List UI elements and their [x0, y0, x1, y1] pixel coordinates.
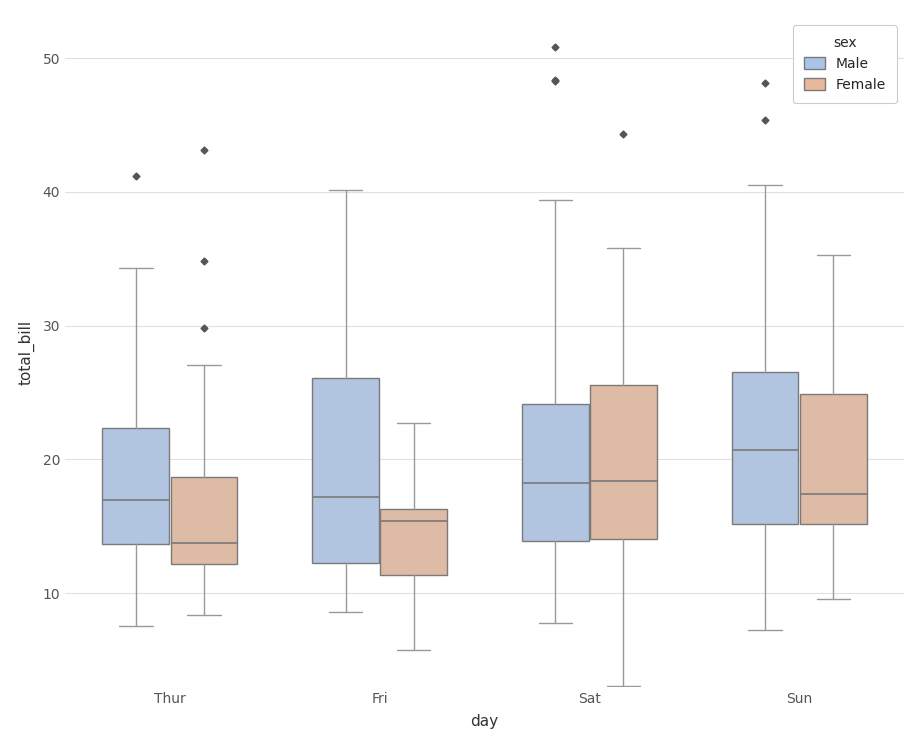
- Legend: Male, Female: Male, Female: [793, 25, 897, 103]
- Y-axis label: total_bill: total_bill: [18, 320, 34, 385]
- PathPatch shape: [799, 394, 867, 524]
- PathPatch shape: [522, 403, 589, 541]
- X-axis label: day: day: [470, 714, 499, 729]
- PathPatch shape: [313, 378, 379, 563]
- PathPatch shape: [732, 372, 798, 524]
- PathPatch shape: [171, 477, 237, 564]
- PathPatch shape: [380, 509, 447, 575]
- PathPatch shape: [590, 385, 656, 539]
- PathPatch shape: [102, 428, 170, 544]
